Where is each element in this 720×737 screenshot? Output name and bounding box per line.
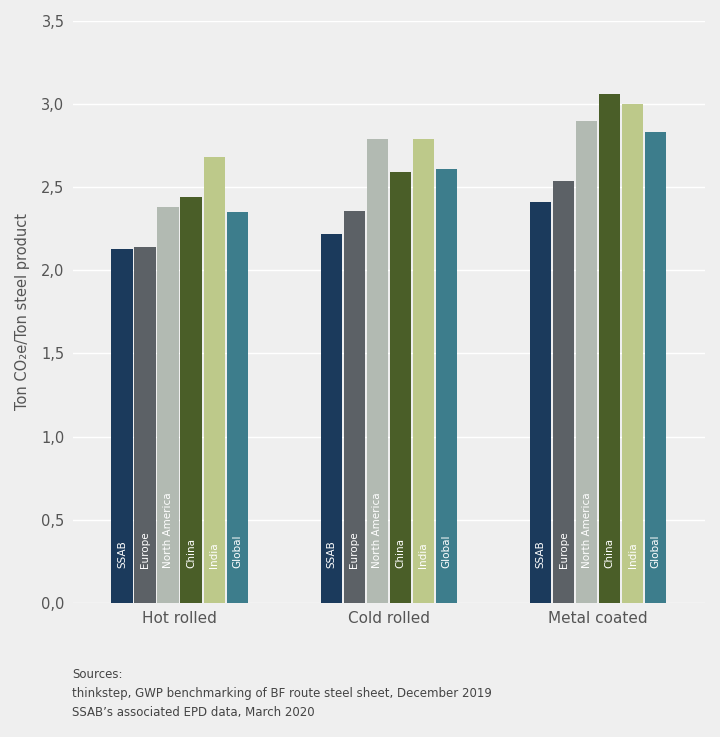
Text: Europe: Europe	[140, 531, 150, 568]
Text: Europe: Europe	[559, 531, 569, 568]
Text: SSAB: SSAB	[117, 540, 127, 568]
Text: Sources:
thinkstep, GWP benchmarking of BF route steel sheet, December 2019
SSAB: Sources: thinkstep, GWP benchmarking of …	[72, 668, 492, 719]
Bar	[112, 249, 132, 603]
Bar	[135, 247, 156, 603]
Bar	[181, 198, 202, 603]
Bar	[645, 133, 667, 603]
Y-axis label: Ton CO₂e/Ton steel product: Ton CO₂e/Ton steel product	[15, 214, 30, 411]
Bar	[390, 172, 411, 603]
Bar	[158, 207, 179, 603]
Text: China: China	[186, 538, 196, 568]
Bar	[204, 157, 225, 603]
Text: SSAB: SSAB	[536, 540, 546, 568]
Text: India: India	[418, 542, 428, 568]
Text: North America: North America	[582, 492, 592, 568]
Bar	[227, 212, 248, 603]
Text: North America: North America	[372, 492, 382, 568]
Text: China: China	[395, 538, 405, 568]
Bar	[320, 234, 342, 603]
Text: Global: Global	[651, 534, 661, 568]
Text: China: China	[605, 538, 615, 568]
Bar	[343, 211, 365, 603]
Text: Global: Global	[232, 534, 242, 568]
Bar	[530, 202, 552, 603]
Text: SSAB: SSAB	[326, 540, 336, 568]
Text: India: India	[209, 542, 219, 568]
Bar	[436, 169, 457, 603]
Text: Global: Global	[441, 534, 451, 568]
Text: Europe: Europe	[349, 531, 359, 568]
Bar	[553, 181, 575, 603]
Bar	[366, 139, 388, 603]
Bar	[413, 139, 434, 603]
Bar	[622, 104, 644, 603]
Bar	[599, 94, 621, 603]
Text: North America: North America	[163, 492, 173, 568]
Text: India: India	[628, 542, 638, 568]
Bar	[576, 121, 598, 603]
